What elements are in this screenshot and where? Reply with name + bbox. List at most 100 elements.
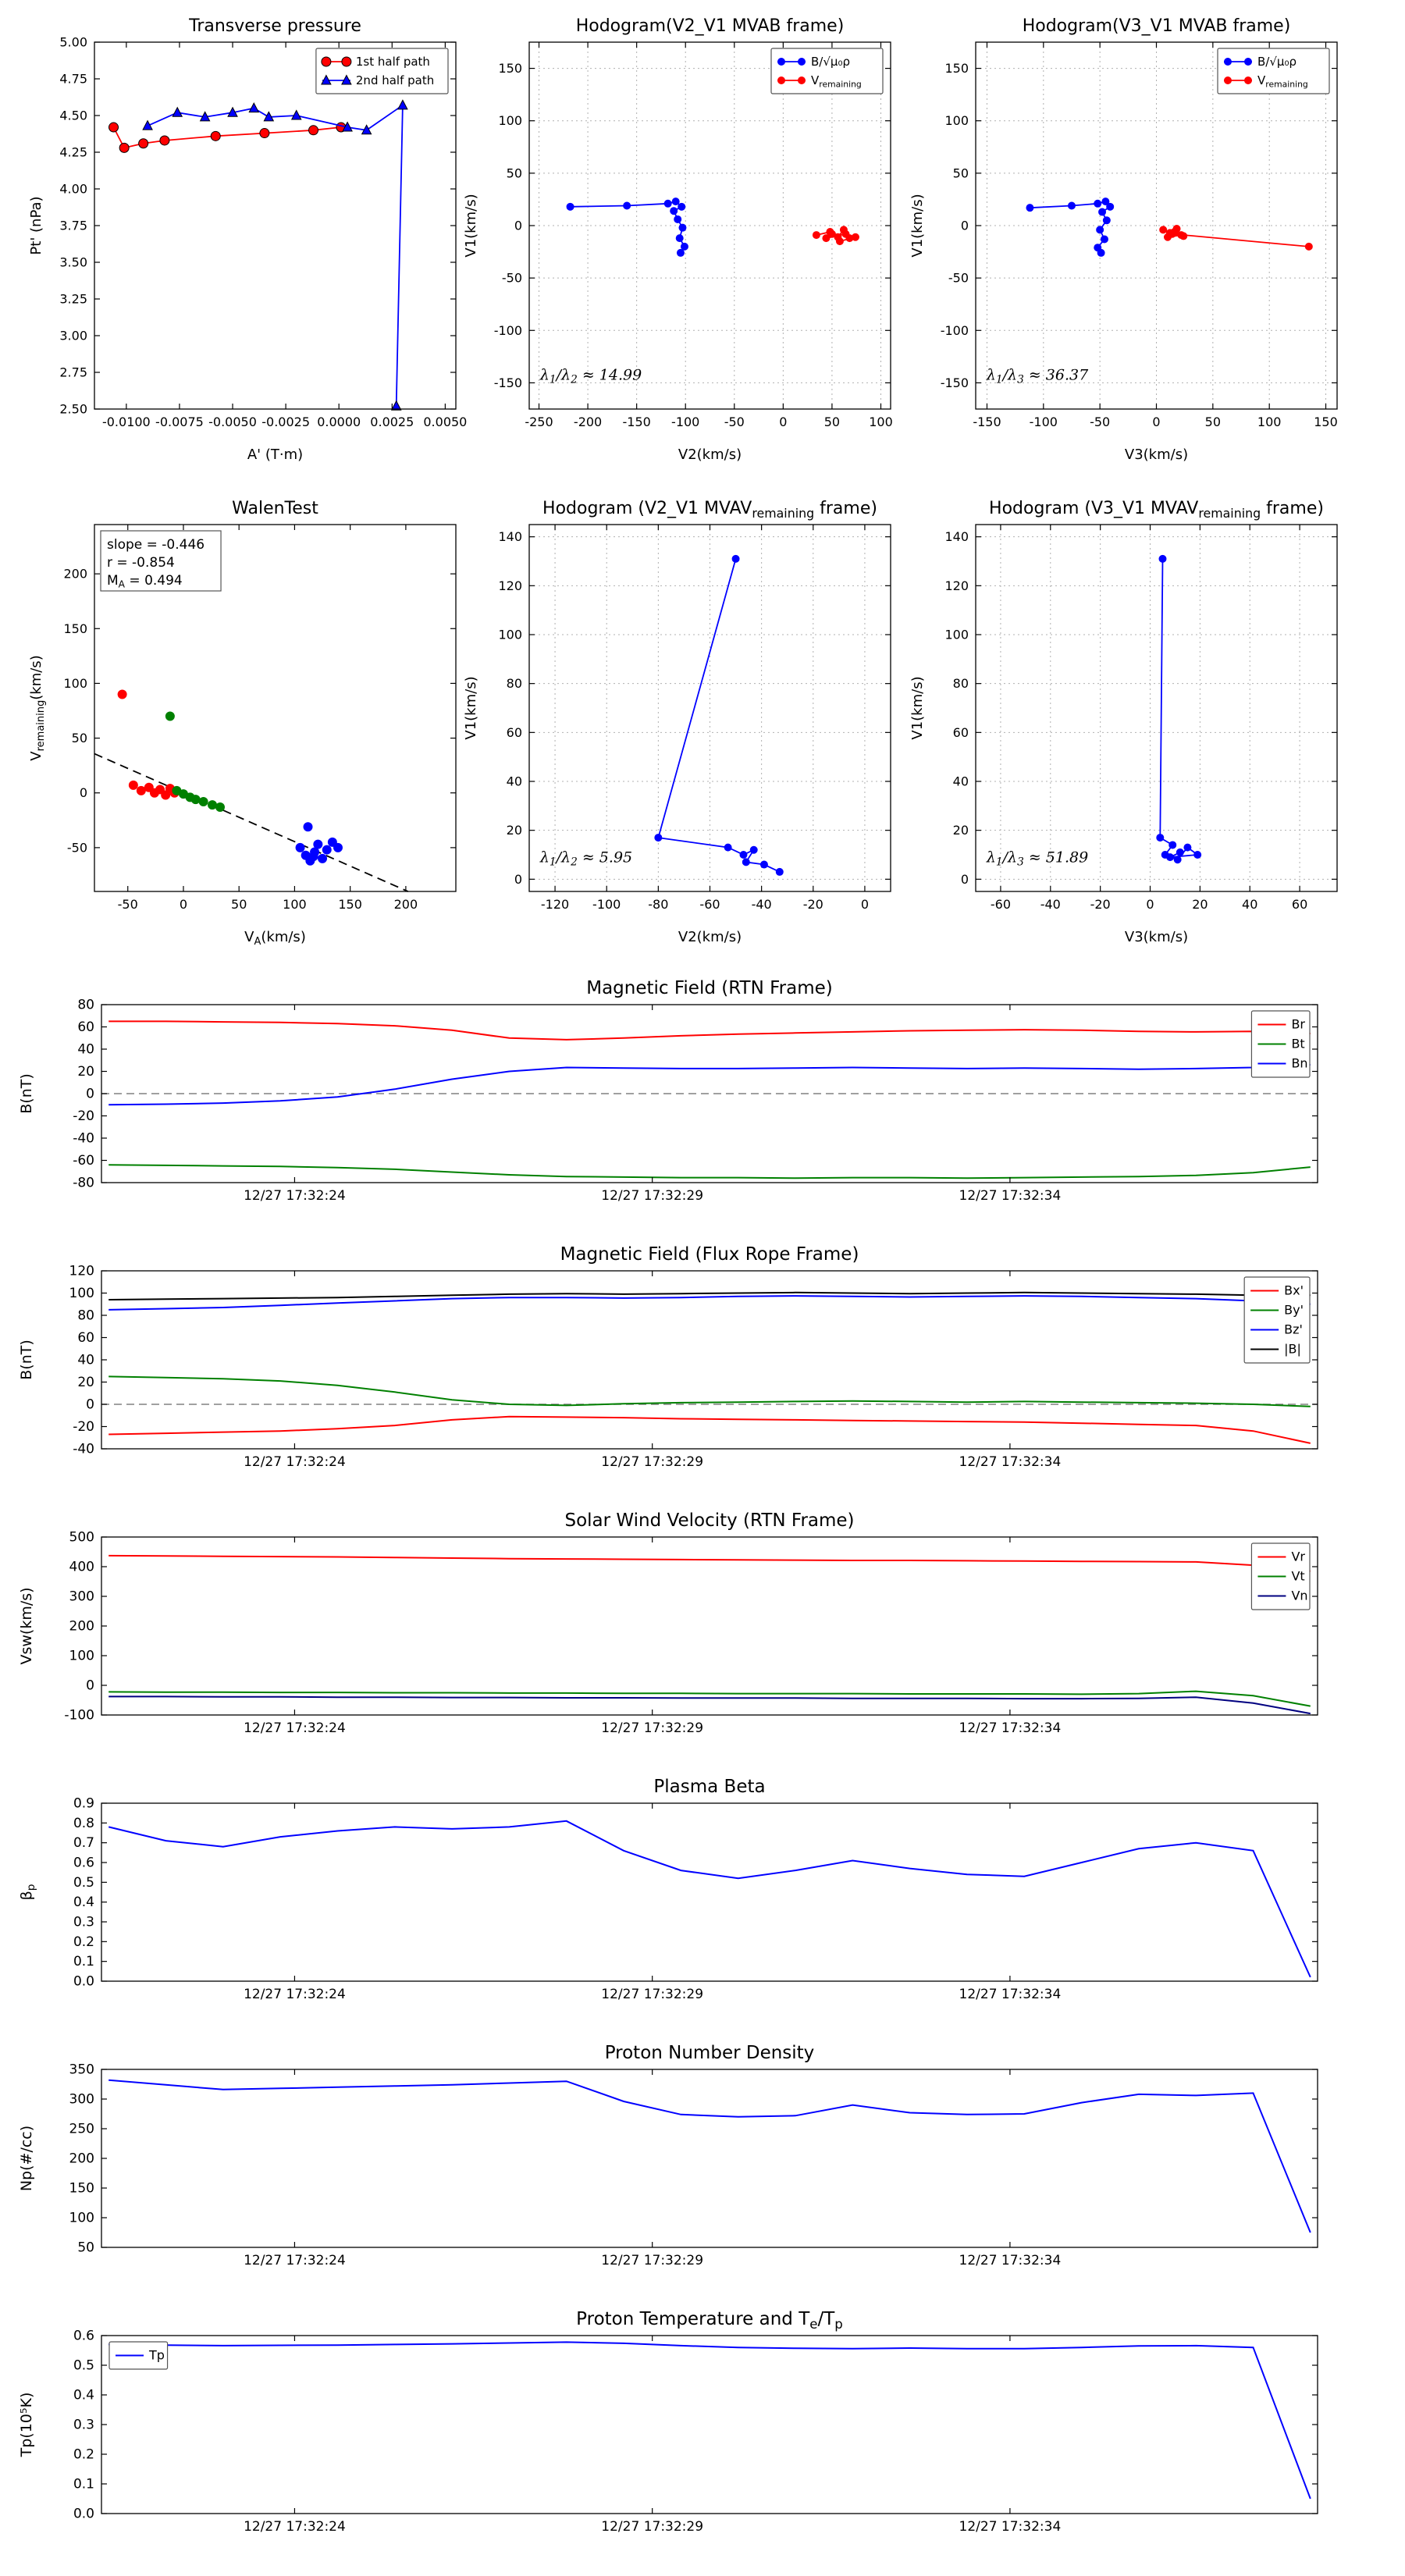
y-tick-label: 140 bbox=[498, 529, 522, 544]
y-tick-label: 20 bbox=[953, 823, 969, 838]
axis-ticks: -0.0100 -0.0075 -0.0050 -0.0025 0.0000 0.0025… bbox=[59, 35, 467, 430]
y-axis-label: V1(km/s) bbox=[909, 676, 926, 739]
chart-title: Proton Number Density bbox=[605, 2043, 815, 2063]
series-Vn bbox=[108, 1695, 1311, 1715]
y-tick-label: 50 bbox=[507, 165, 522, 180]
y-axis-label: Np(#/cc) bbox=[18, 2126, 35, 2191]
plot-frame bbox=[528, 41, 891, 410]
axis-ticks: -60 -40 -20 0 20 40 60 0 20 40 60 80 100 120 140 bbox=[944, 525, 1337, 912]
series-|B| bbox=[108, 1291, 1311, 1300]
y-tick-label: 4.50 bbox=[59, 109, 87, 123]
chart-svg-b-rtn: 12/27 17:32:24 12/27 17:32:29 12/27 17:32:… bbox=[18, 978, 1318, 1204]
y-axis-label: B(nT) bbox=[18, 1340, 35, 1380]
legend-label: Bz' bbox=[1284, 1322, 1303, 1337]
y-tick-label: 40 bbox=[77, 1353, 94, 1368]
y-tick-label: 350 bbox=[69, 2062, 94, 2078]
y-tick-label: 80 bbox=[77, 1308, 94, 1324]
series-Vt bbox=[108, 1690, 1311, 1707]
y-tick-label: 100 bbox=[69, 1286, 94, 1301]
series-walen-test-1 bbox=[117, 689, 180, 800]
y-tick-label: 200 bbox=[69, 2151, 94, 2167]
y-tick-label: 100 bbox=[944, 628, 969, 642]
y-tick-label: 0.6 bbox=[73, 2329, 94, 2344]
y-tick-label: 40 bbox=[77, 1042, 94, 1058]
chart-svg-proton-temperature: 12/27 17:32:24 12/27 17:32:29 12/27 17:32:… bbox=[18, 2309, 1318, 2535]
chart-svg-transverse-pressure: -0.0100 -0.0075 -0.0050 -0.0025 0.0000 0.0025… bbox=[28, 16, 467, 463]
series-Vremaining bbox=[1159, 225, 1313, 251]
series-Bx' bbox=[108, 1415, 1311, 1444]
chart-svg-hodogram-v2v1-mvab: -250 -200 -150 -100 -50 0 50 100 -150 -100 -50 0 50 1… bbox=[463, 16, 893, 463]
chart-svg-b-flux-rope: 12/27 17:32:24 12/27 17:32:29 12/27 17:32:… bbox=[18, 1244, 1318, 1470]
y-tick-label: 500 bbox=[69, 1530, 94, 1546]
axis-ticks: 12/27 17:32:24 12/27 17:32:29 12/27 17:32:… bbox=[73, 1796, 1318, 2002]
x-tick-label: 12/27 17:32:29 bbox=[601, 1188, 703, 1204]
x-tick-label: -150 bbox=[973, 415, 1001, 429]
y-tick-label: -150 bbox=[941, 375, 969, 390]
x-tick-label: 12/27 17:32:34 bbox=[959, 2519, 1062, 2535]
y-tick-label: 0 bbox=[86, 1087, 94, 1102]
y-tick-label: 20 bbox=[77, 1375, 94, 1390]
x-tick-label: 20 bbox=[1192, 897, 1208, 912]
y-tick-label: -60 bbox=[73, 1153, 94, 1169]
chart-title: Proton Temperature and Te/Tp bbox=[576, 2309, 843, 2332]
y-tick-label: 0.1 bbox=[73, 1954, 94, 1969]
plot-frame bbox=[101, 2069, 1318, 2248]
y-tick-label: 40 bbox=[507, 774, 522, 789]
series-plasma-beta-0 bbox=[108, 1820, 1311, 1978]
y-tick-label: -50 bbox=[67, 840, 87, 855]
legend-label: Bx' bbox=[1284, 1283, 1304, 1298]
legend: Bx' By' Bz' |B| bbox=[1243, 1276, 1311, 1364]
chart-vsw-rtn: 12/27 17:32:24 12/27 17:32:29 12/27 17:32:… bbox=[0, 1504, 1405, 1762]
x-tick-label: -20 bbox=[1090, 897, 1111, 912]
chart-svg-hodogram-v3v1-mvab: -150 -100 -50 0 50 100 150 -150 -100 -50 0 50 100 150… bbox=[909, 16, 1338, 463]
y-tick-label: 150 bbox=[498, 61, 522, 76]
chart-hodogram-v2v1-mvav: -120 -100 -80 -60 -40 -20 0 0 20 40 60 80 100 120 140 H… bbox=[455, 486, 908, 954]
x-axis-label: VA(km/s) bbox=[244, 929, 306, 948]
grid bbox=[529, 525, 891, 891]
y-tick-label: 50 bbox=[77, 2240, 94, 2256]
chart-svg-vsw-rtn: 12/27 17:32:24 12/27 17:32:29 12/27 17:32:… bbox=[18, 1510, 1318, 1736]
axis-ticks: 12/27 17:32:24 12/27 17:32:29 12/27 17:32:… bbox=[73, 2329, 1318, 2535]
axis-ticks: -250 -200 -150 -100 -50 0 50 100 -150 -100 -50 0 50 1… bbox=[494, 42, 893, 429]
y-tick-label: -50 bbox=[948, 271, 969, 286]
series-walen-test-2 bbox=[165, 711, 225, 812]
chart-title: WalenTest bbox=[232, 499, 318, 518]
x-tick-label: 0.0050 bbox=[423, 415, 467, 429]
stats-line: MA = 0.494 bbox=[107, 573, 183, 590]
y-tick-label: 4.75 bbox=[59, 72, 87, 87]
series-Bt bbox=[108, 1164, 1311, 1179]
x-axis-label: V3(km/s) bbox=[1125, 447, 1188, 463]
y-tick-label: 2.50 bbox=[59, 402, 87, 417]
y-tick-label: 0 bbox=[961, 219, 969, 233]
y-axis-label: Tp(10⁵K) bbox=[18, 2393, 35, 2458]
y-tick-label: 100 bbox=[63, 676, 87, 691]
y-tick-label: 100 bbox=[498, 628, 522, 642]
chart-title: Hodogram (V2_V1 MVAVremaining frame) bbox=[542, 499, 877, 521]
axis-ticks: -50 0 50 100 150 200 -50 0 50 100 150 200 bbox=[63, 525, 456, 912]
y-tick-label: 150 bbox=[69, 2181, 94, 2197]
axis-ticks: -120 -100 -80 -60 -40 -20 0 0 20 40 60 80 100 120 140 bbox=[498, 525, 891, 912]
grid bbox=[976, 42, 1337, 409]
x-tick-label: 60 bbox=[1292, 897, 1307, 912]
y-tick-label: 100 bbox=[944, 113, 969, 128]
x-tick-label: 50 bbox=[824, 415, 840, 429]
y-tick-label: 5.00 bbox=[59, 35, 87, 50]
legend: Br Bt Bn bbox=[1250, 1010, 1311, 1078]
y-tick-label: 0.6 bbox=[73, 1856, 94, 1871]
y-axis-label: Vsw(km/s) bbox=[18, 1587, 35, 1664]
chart-plasma-beta: 12/27 17:32:24 12/27 17:32:29 12/27 17:32:… bbox=[0, 1770, 1405, 2028]
y-tick-label: 100 bbox=[69, 2211, 94, 2226]
chart-title: Solar Wind Velocity (RTN Frame) bbox=[564, 1510, 854, 1531]
annotation: λ1/λ3 ≈ 51.89 bbox=[986, 849, 1088, 868]
x-axis-label: V3(km/s) bbox=[1125, 929, 1188, 945]
y-tick-label: 0.5 bbox=[73, 1875, 94, 1891]
y-tick-label: -50 bbox=[502, 271, 522, 286]
x-tick-label: 50 bbox=[231, 897, 247, 912]
y-tick-label: -150 bbox=[494, 375, 522, 390]
x-tick-label: -0.0075 bbox=[155, 415, 204, 429]
x-tick-label: -20 bbox=[803, 897, 823, 912]
y-tick-label: 0.3 bbox=[73, 2418, 94, 2433]
x-tick-label: -100 bbox=[1030, 415, 1058, 429]
y-tick-label: -100 bbox=[941, 323, 969, 338]
chart-hodogram-v2v1-mvab: -250 -200 -150 -100 -50 0 50 100 -150 -100 -50 0 50 1… bbox=[455, 3, 908, 471]
